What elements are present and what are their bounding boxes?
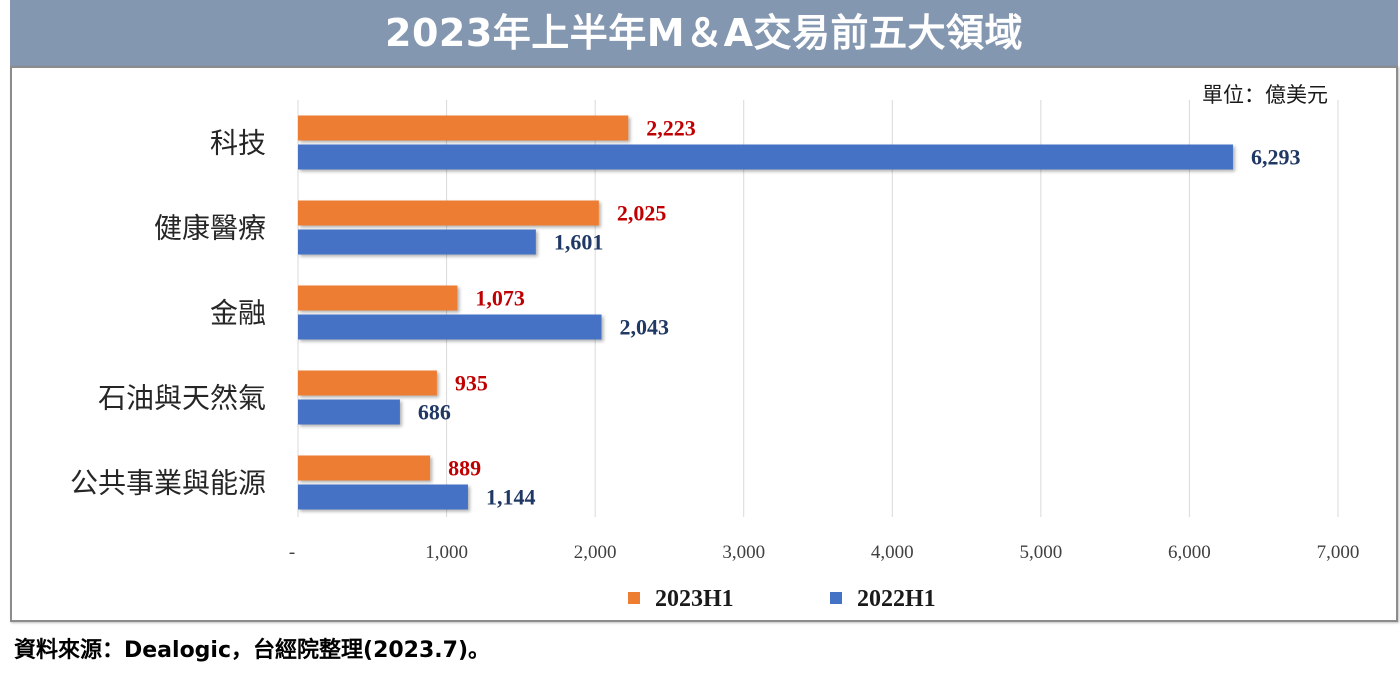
x-tick-label: 2,000 [574, 542, 617, 563]
bar-2023h1 [298, 370, 437, 396]
x-tick-label: 6,000 [1168, 542, 1211, 563]
data-label-2023h1: 2,025 [617, 201, 667, 226]
data-label-2022h1: 686 [418, 400, 451, 425]
bar-2022h1 [298, 314, 602, 340]
category-label: 公共事業與能源 [70, 467, 266, 500]
unit-label: 單位：億美元 [1202, 83, 1328, 107]
bar-2022h1 [298, 399, 400, 425]
x-tick-label: 1,000 [425, 542, 468, 563]
legend: 2023H1 2022H1 [628, 586, 936, 612]
x-tick-label: - [289, 542, 295, 563]
bar-2022h1 [298, 229, 536, 255]
bar-2022h1 [298, 144, 1233, 170]
source-note: 資料來源：Dealogic，台經院整理(2023.7)。 [14, 638, 491, 663]
category-label: 科技 [210, 127, 266, 160]
category-label: 金融 [210, 297, 266, 330]
data-label-2022h1: 1,144 [486, 485, 535, 510]
bar-2022h1 [298, 484, 468, 510]
category-label: 健康醫療 [154, 212, 266, 245]
data-label-2023h1: 2,223 [646, 116, 696, 141]
data-label-2022h1: 2,043 [620, 315, 670, 340]
data-label-2023h1: 889 [448, 456, 481, 481]
x-tick-label: 4,000 [871, 542, 914, 563]
bars [298, 115, 1233, 510]
legend-swatch-2023h1 [628, 592, 640, 604]
legend-swatch-2022h1 [830, 592, 842, 604]
data-label-2022h1: 6,293 [1251, 145, 1301, 170]
chart-title: 2023年上半年M＆A交易前五大領域 [10, 0, 1398, 66]
x-tick-label: 5,000 [1019, 542, 1062, 563]
x-tick-label: 3,000 [722, 542, 765, 563]
bar-2023h1 [298, 285, 458, 311]
bar-2023h1 [298, 455, 431, 481]
legend-label-2023h1: 2023H1 [655, 586, 734, 612]
x-axis-tick-labels: - 1,000 2,000 3,000 4,000 5,000 6,000 7,000 [289, 542, 1360, 563]
data-label-2023h1: 935 [455, 371, 488, 396]
category-label: 石油與天然氣 [98, 382, 266, 415]
bar-2023h1 [298, 115, 629, 141]
x-tick-label: 7,000 [1317, 542, 1360, 563]
data-label-2022h1: 1,601 [554, 230, 604, 255]
legend-label-2022h1: 2022H1 [857, 586, 936, 612]
data-label-2023h1: 1,073 [475, 286, 524, 311]
bar-2023h1 [298, 200, 599, 226]
